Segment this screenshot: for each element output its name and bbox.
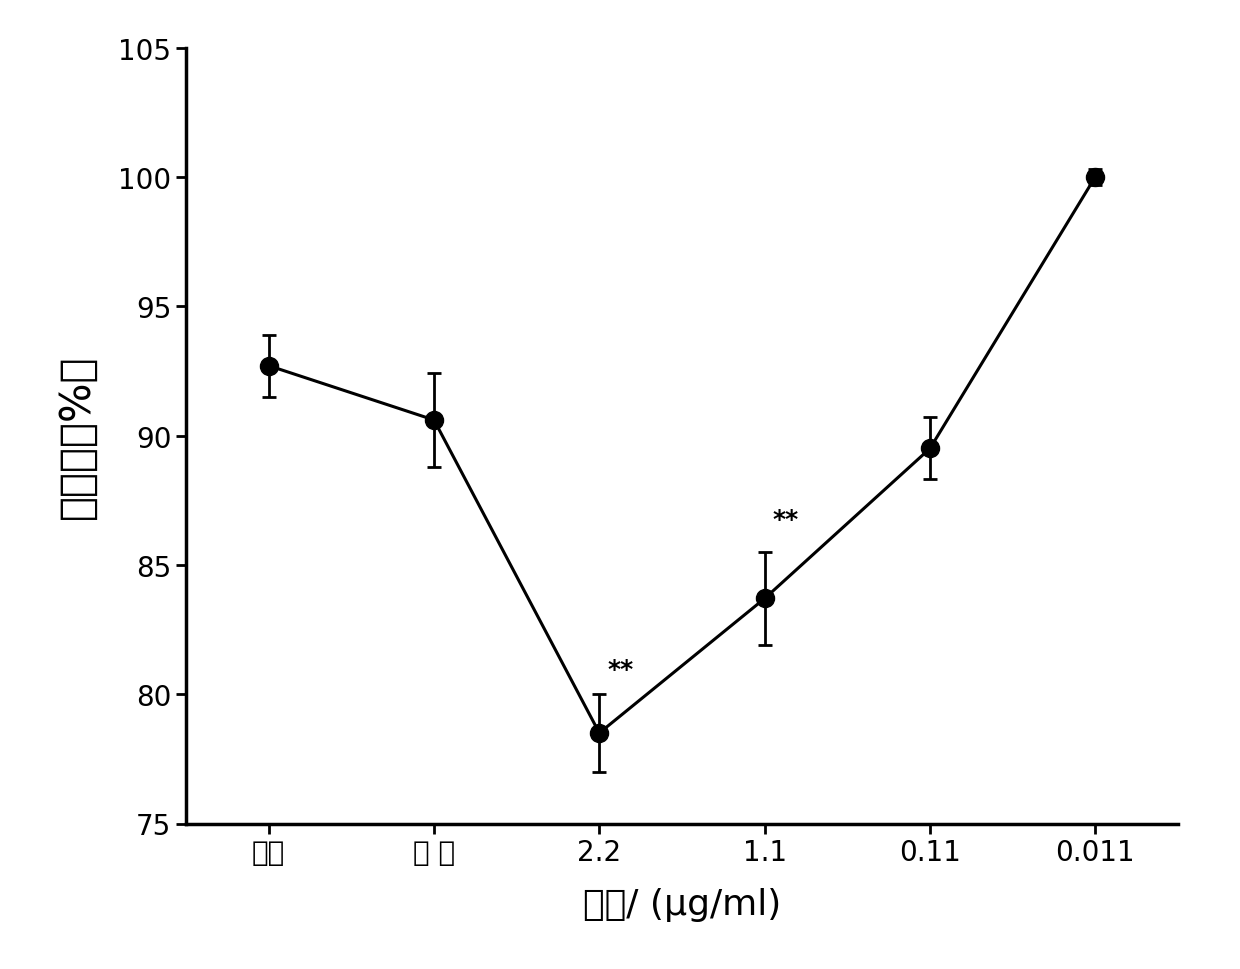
Y-axis label: 变态率（%）: 变态率（%）	[56, 354, 98, 518]
Text: **: **	[773, 508, 800, 532]
X-axis label: 浓度/ (μg/ml): 浓度/ (μg/ml)	[583, 887, 781, 921]
Text: **: **	[608, 658, 634, 681]
